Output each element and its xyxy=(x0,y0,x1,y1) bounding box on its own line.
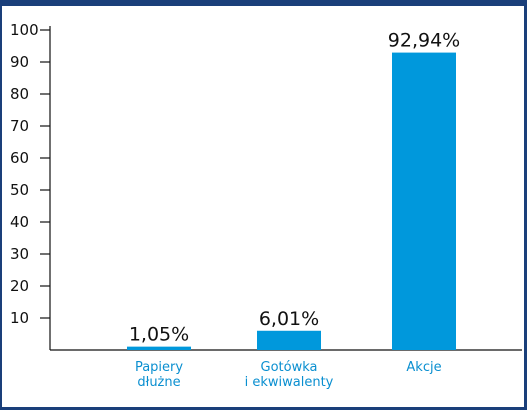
y-tick-label: 50 xyxy=(10,181,29,199)
bars xyxy=(127,52,456,350)
y-ticks: 10 20 30 40 50 60 70 80 90 100 xyxy=(10,21,50,327)
y-tick-label: 90 xyxy=(10,53,29,71)
data-label: 1,05% xyxy=(129,324,189,346)
bar xyxy=(392,52,456,350)
y-tick-label: 40 xyxy=(10,213,29,231)
category-label: Gotówka xyxy=(261,360,318,375)
category-label: i ekwiwalenty xyxy=(245,375,334,390)
category-label: Papiery xyxy=(135,360,183,375)
bar xyxy=(257,330,321,350)
y-tick-label: 20 xyxy=(10,277,29,295)
y-tick-label: 80 xyxy=(10,85,29,103)
y-tick-label: 100 xyxy=(10,21,39,39)
category-label: Akcje xyxy=(406,360,441,375)
data-label: 6,01% xyxy=(259,308,319,330)
y-tick-label: 60 xyxy=(10,149,29,167)
data-labels: 1,05% 6,01% 92,94% xyxy=(129,30,460,346)
y-tick-label: 70 xyxy=(10,117,29,135)
category-label: dłużne xyxy=(137,375,180,390)
bar xyxy=(127,346,191,350)
y-tick-label: 10 xyxy=(10,309,29,327)
y-tick-label: 30 xyxy=(10,245,29,263)
data-label: 92,94% xyxy=(388,30,460,52)
